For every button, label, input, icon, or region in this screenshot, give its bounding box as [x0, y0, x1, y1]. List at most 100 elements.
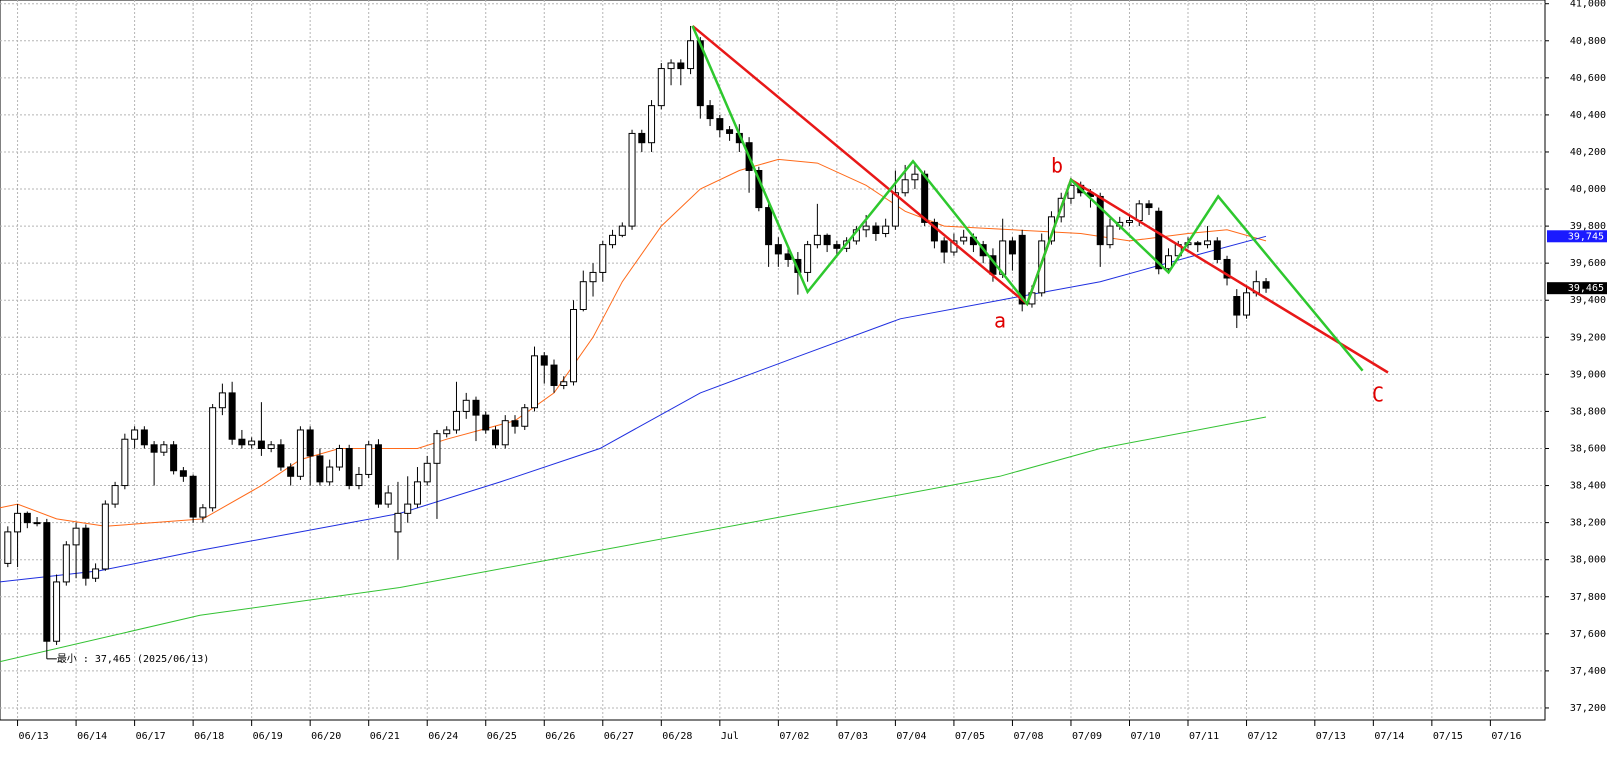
candle-body — [209, 407, 217, 509]
x-tick-label: 06/14 — [77, 731, 107, 742]
candle-body — [550, 364, 558, 386]
price-box — [1547, 282, 1607, 295]
x-tick-label: 07/04 — [896, 731, 926, 742]
candle-body — [296, 429, 304, 477]
candle-body — [384, 492, 392, 505]
candle-body — [1243, 292, 1251, 316]
candle-body — [53, 581, 61, 642]
candle-body — [218, 392, 226, 409]
candle-body — [248, 440, 256, 446]
candle-body — [706, 105, 714, 120]
candle-body — [140, 429, 148, 446]
x-tick-label: 06/25 — [487, 731, 517, 742]
plot-area — [0, 0, 1546, 721]
x-tick-label: 07/02 — [779, 731, 809, 742]
candle-body — [199, 507, 207, 518]
candle-body — [1008, 240, 1016, 255]
candle-body — [1106, 225, 1114, 246]
x-tick-label: 06/27 — [604, 731, 634, 742]
candle-body — [267, 444, 275, 449]
y-tick-label: 38,800 — [1570, 406, 1606, 417]
candle-body — [306, 429, 314, 457]
candle-body — [687, 40, 695, 70]
candle-body — [14, 512, 22, 533]
candle-body — [765, 207, 773, 246]
y-tick-label: 38,200 — [1570, 518, 1606, 529]
x-tick-label: 07/09 — [1072, 731, 1102, 742]
candle-body — [4, 531, 12, 564]
candle-body — [804, 244, 812, 273]
x-tick-label: 06/24 — [428, 731, 458, 742]
candle-body — [648, 105, 656, 144]
candle-body — [228, 392, 236, 440]
y-tick-label: 40,200 — [1570, 147, 1606, 158]
y-tick-label: 39,000 — [1570, 369, 1606, 380]
x-tick-label: 06/19 — [253, 731, 283, 742]
candle-body — [121, 438, 129, 487]
x-tick-label: 06/26 — [545, 731, 575, 742]
candle-body — [813, 234, 821, 246]
y-tick-label: 40,000 — [1570, 184, 1606, 195]
candle-body — [23, 512, 31, 524]
wave-label: a — [994, 309, 1006, 333]
x-tick-label: 07/15 — [1433, 731, 1463, 742]
candle-body — [1165, 255, 1173, 270]
x-tick-label: Jul — [721, 731, 739, 742]
moving-average — [0, 235, 1267, 583]
candle-body — [1223, 258, 1231, 279]
candle-body — [257, 440, 265, 449]
candle-body — [921, 173, 929, 223]
candle-body — [1135, 203, 1143, 222]
x-tick-label: 07/03 — [838, 731, 868, 742]
candle-body — [101, 503, 109, 570]
candle-body — [716, 118, 724, 131]
candle-body — [609, 234, 617, 246]
y-tick-label: 40,400 — [1570, 110, 1606, 121]
candle-body — [901, 179, 909, 194]
x-tick-label: 07/16 — [1491, 731, 1521, 742]
candle-body — [72, 527, 80, 546]
candle-body — [540, 355, 548, 366]
candle-body — [1204, 240, 1212, 246]
candle-body — [160, 444, 168, 453]
candle-body — [618, 225, 626, 236]
candle-body — [179, 470, 187, 477]
candle-body — [882, 225, 890, 235]
candle-body — [92, 568, 100, 579]
x-tick-label: 06/28 — [662, 731, 692, 742]
candle-body — [170, 444, 178, 472]
y-tick-label: 39,600 — [1570, 258, 1606, 269]
x-tick-label: 06/20 — [311, 731, 341, 742]
y-tick-label: 37,800 — [1570, 592, 1606, 603]
min-note: 最小 : 37,465 (2025/06/13) — [57, 653, 209, 665]
x-tick-label: 07/11 — [1189, 731, 1219, 742]
price-label: 39,745 — [1568, 231, 1604, 242]
candle-body — [1125, 220, 1133, 223]
candle-body — [940, 240, 948, 253]
candle-body — [531, 355, 539, 409]
y-tick-label: 40,600 — [1570, 73, 1606, 84]
candle-body — [677, 62, 685, 70]
price-box — [1547, 230, 1607, 243]
candle-body — [365, 444, 373, 475]
wave-line — [691, 25, 1364, 372]
candle-body — [43, 522, 51, 642]
candle-body — [482, 414, 490, 431]
candle-body — [911, 173, 919, 181]
candle-body — [726, 129, 734, 134]
candle-body — [452, 410, 460, 431]
candle-body — [1194, 242, 1202, 246]
y-tick-label: 38,600 — [1570, 443, 1606, 454]
candle-body — [872, 225, 880, 235]
candle-body — [1018, 234, 1026, 305]
candle-body — [355, 473, 363, 487]
candle-body — [111, 485, 119, 505]
wave-label: b — [1051, 154, 1063, 178]
candle-body — [423, 462, 431, 483]
candle-body — [394, 512, 402, 533]
y-tick-label: 37,600 — [1570, 629, 1606, 640]
candle-body — [667, 62, 675, 70]
candle-body — [560, 381, 568, 386]
